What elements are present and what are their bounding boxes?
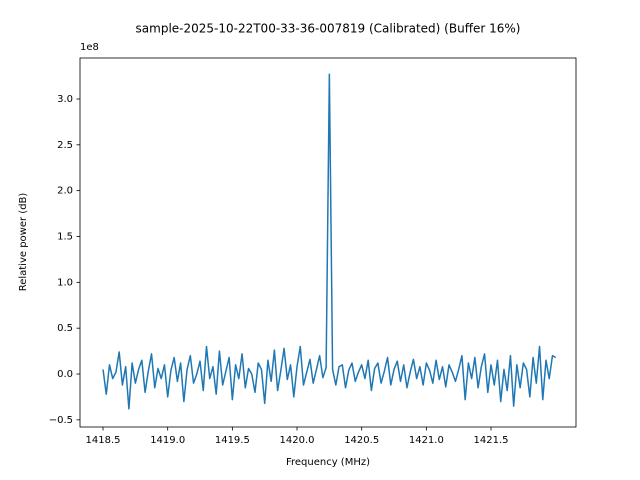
x-tick-label: 1420.0 xyxy=(280,435,315,446)
x-tick-label: 1419.0 xyxy=(150,435,185,446)
y-offset-label: 1e8 xyxy=(80,42,99,53)
plot-frame xyxy=(79,57,577,428)
y-tick-label: 3.0 xyxy=(57,94,73,105)
y-tick-label: 0.5 xyxy=(57,323,73,334)
x-tick-label: 1419.5 xyxy=(215,435,250,446)
y-tick-label: 1.0 xyxy=(57,277,73,288)
y-tick-label: 0.0 xyxy=(57,369,73,380)
x-axis-label: Frequency (MHz) xyxy=(286,457,370,468)
chart-title: sample-2025-10-22T00-33-36-007819 (Calib… xyxy=(136,22,521,36)
x-tick-label: 1421.5 xyxy=(474,435,509,446)
y-tick-label: 2.0 xyxy=(57,186,73,197)
data-line xyxy=(102,73,557,410)
y-tick-label: −0.5 xyxy=(49,415,73,426)
y-tick-label: 1.5 xyxy=(57,231,73,242)
x-tick-label: 1420.5 xyxy=(344,435,379,446)
x-tick-label: 1421.0 xyxy=(409,435,444,446)
y-axis-label: Relative power (dB) xyxy=(18,193,29,292)
y-tick-label: 2.5 xyxy=(57,140,73,151)
x-tick-label: 1418.5 xyxy=(86,435,121,446)
